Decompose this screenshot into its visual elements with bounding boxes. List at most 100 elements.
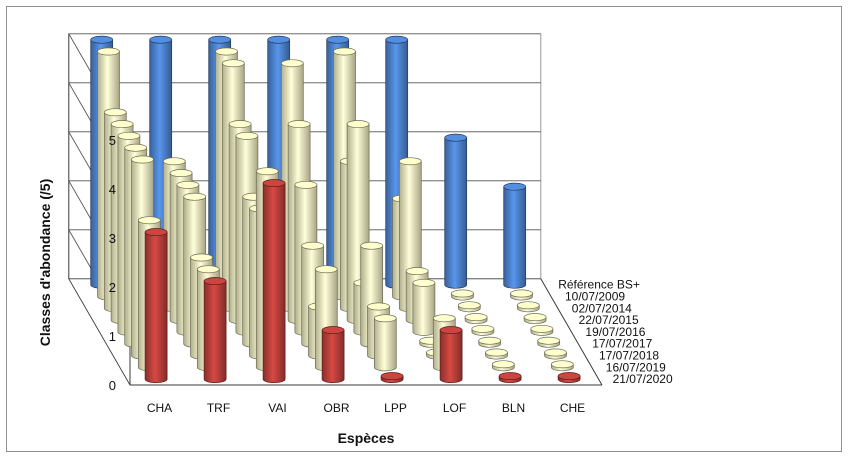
x-tick-label: VAI xyxy=(268,401,286,415)
bar-body xyxy=(144,231,168,384)
bar-BLN-1 xyxy=(444,133,468,289)
bar-CHE-2 xyxy=(510,289,533,301)
bar-top xyxy=(346,120,370,129)
bar-BLN-2 xyxy=(451,289,474,301)
bar-top xyxy=(523,313,547,322)
bar-top xyxy=(412,278,436,287)
bar-body xyxy=(262,182,286,384)
bar-top xyxy=(131,155,154,164)
bar-BLN-9 xyxy=(498,372,522,384)
bar-top xyxy=(367,302,390,311)
bar-CHE-9 xyxy=(557,372,581,384)
x-tick-label: CHA xyxy=(147,401,172,415)
bar-top xyxy=(176,180,200,189)
bar-CHE-1 xyxy=(503,182,527,289)
bar-BLN-6 xyxy=(478,336,502,348)
x-tick-label: BLN xyxy=(502,401,525,415)
bar-top xyxy=(457,301,481,310)
bar-top xyxy=(228,120,252,129)
bar-LPP-8 xyxy=(373,314,397,372)
series-label: 02/07/2014 xyxy=(572,301,632,315)
bar-OBR-9 xyxy=(321,326,345,384)
bar-top xyxy=(516,301,540,310)
bar-CHA-9 xyxy=(144,228,168,384)
bar-top xyxy=(294,180,318,189)
bar-top xyxy=(301,241,325,250)
bar-top xyxy=(97,47,120,56)
bar-top xyxy=(144,228,168,237)
bar-LOF-9 xyxy=(439,326,463,384)
y-tick-label: 5 xyxy=(109,133,116,148)
bar-top xyxy=(110,120,134,129)
bar-BLN-5 xyxy=(471,324,495,336)
bar-top xyxy=(321,326,345,335)
bar-top xyxy=(215,47,238,56)
bar-top xyxy=(235,131,259,140)
series-label: 17/07/2017 xyxy=(592,337,652,351)
bar-top xyxy=(544,348,567,357)
bar-top xyxy=(485,348,508,357)
bar-top xyxy=(183,192,207,201)
x-tick-label: OBR xyxy=(323,401,349,415)
x-tick-label: LPP xyxy=(384,401,407,415)
bar-top xyxy=(280,59,304,68)
bar-CHE-3 xyxy=(516,301,540,313)
bar-top xyxy=(149,35,173,44)
bar-body xyxy=(203,280,227,384)
floor-right-edge xyxy=(540,278,603,386)
bar-top xyxy=(550,360,574,369)
y-tick-label: 2 xyxy=(109,280,116,295)
bar-top xyxy=(262,179,286,188)
bar-top xyxy=(478,336,502,345)
y-tick-label: 3 xyxy=(109,231,116,246)
series-label: 10/07/2009 xyxy=(565,290,625,304)
bar-BLN-4 xyxy=(464,313,488,325)
bar-VAI-9 xyxy=(262,179,286,384)
bar-top xyxy=(373,314,397,323)
y-tick-label: 1 xyxy=(109,329,116,344)
bar-top xyxy=(380,372,404,381)
bar-top xyxy=(503,182,527,191)
bars-group xyxy=(90,35,581,384)
bar-top xyxy=(432,314,456,323)
bar-top xyxy=(510,289,533,298)
bar-CHE-7 xyxy=(544,348,567,360)
series-label: 17/07/2018 xyxy=(599,349,659,363)
bar-top xyxy=(360,241,384,250)
bar-top xyxy=(162,157,186,166)
x-tick-label: CHE xyxy=(560,401,585,415)
bar-TRF-9 xyxy=(203,277,227,384)
bar-top xyxy=(471,324,495,333)
bar-top xyxy=(137,216,161,225)
series-label: Référence BS+ xyxy=(558,278,640,292)
bar-top xyxy=(530,324,554,333)
bar-top xyxy=(439,326,463,335)
bar-top xyxy=(326,35,350,44)
bar-top xyxy=(190,253,213,262)
bar-BLN-3 xyxy=(457,301,481,313)
bar-top xyxy=(208,35,232,44)
bar-top xyxy=(221,59,245,68)
bar-CHE-5 xyxy=(530,324,554,336)
bar-top xyxy=(491,360,515,369)
bar-top xyxy=(90,35,114,44)
bar-top xyxy=(464,313,488,322)
bar-top xyxy=(314,265,338,274)
bar-CHE-4 xyxy=(523,313,547,325)
bar-top xyxy=(498,372,522,381)
y-axis-title: Classes d'abondance (/5) xyxy=(37,179,53,347)
bar-top xyxy=(203,277,227,286)
x-axis-title: Espèces xyxy=(338,430,395,446)
bar-top xyxy=(117,131,141,140)
bar-top xyxy=(124,143,148,152)
bar-body xyxy=(439,329,463,384)
x-tick-label: TRF xyxy=(207,401,230,415)
bar-top xyxy=(398,157,422,166)
bar-BLN-8 xyxy=(491,360,515,372)
bar-top xyxy=(287,120,311,129)
series-label: 21/07/2020 xyxy=(613,372,673,386)
bar-top xyxy=(169,169,193,178)
bar-BLN-7 xyxy=(485,348,508,360)
series-label: 22/07/2015 xyxy=(579,313,639,327)
